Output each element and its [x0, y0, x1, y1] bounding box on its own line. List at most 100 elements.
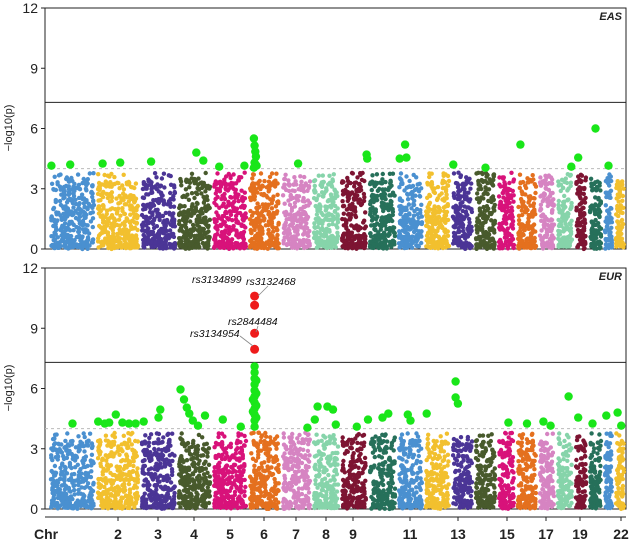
- point-chr3: [142, 203, 147, 208]
- point-chr6: [254, 209, 260, 214]
- point-chr8: [321, 194, 326, 199]
- point-chr16: [517, 221, 522, 227]
- point-chr13: [464, 240, 469, 245]
- point-chr15: [496, 194, 502, 199]
- point-chr9: [362, 239, 367, 244]
- point-chr1: [64, 505, 69, 510]
- point-chr5: [242, 170, 247, 175]
- point-chr11: [408, 221, 414, 226]
- point-chr13: [463, 210, 469, 215]
- point-chr9: [358, 201, 363, 206]
- point-chr14: [475, 219, 480, 225]
- point-chr3: [145, 183, 150, 189]
- point-chr11: [410, 240, 415, 245]
- point-chr2: [131, 211, 136, 216]
- point-chr3: [156, 447, 161, 452]
- point-chr1: [75, 211, 81, 216]
- point-chr1: [89, 189, 94, 195]
- point-chr17: [550, 244, 556, 250]
- point-chr10: [379, 223, 385, 228]
- point-chr2: [112, 494, 117, 499]
- point-chr1: [76, 206, 81, 211]
- point-chr2: [126, 459, 131, 464]
- point-chr15: [509, 205, 514, 210]
- point-chr10: [387, 227, 392, 232]
- point-chr3: [151, 221, 156, 227]
- point-chr3: [143, 206, 148, 211]
- point-chr7: [295, 243, 300, 248]
- point-chr1: [68, 233, 74, 239]
- point-chr14: [481, 204, 486, 210]
- point-chr7: [282, 235, 287, 240]
- point-chr4: [182, 232, 187, 237]
- point-chr9: [340, 188, 346, 194]
- point-chr11: [398, 221, 403, 226]
- point-chr10: [374, 221, 380, 226]
- point-chr7: [299, 212, 304, 217]
- point-chr11: [419, 221, 424, 227]
- point-chr20: [593, 241, 599, 247]
- point-chr13: [463, 232, 469, 238]
- point-chr11: [411, 229, 417, 235]
- point-chr17: [549, 181, 554, 186]
- point-chr15: [511, 177, 517, 182]
- point-chr6: [252, 227, 257, 233]
- point-chr8: [328, 192, 334, 197]
- point-chr2: [118, 200, 123, 205]
- point-chr3: [171, 221, 177, 226]
- eas-hit-chr4: [192, 148, 201, 157]
- point-chr9: [341, 203, 347, 209]
- point-chr3: [154, 175, 159, 180]
- point-chr11: [398, 171, 404, 176]
- point-chr1: [88, 219, 94, 224]
- point-chr20: [595, 186, 600, 191]
- point-chr6: [259, 192, 264, 197]
- point-chr5: [214, 223, 219, 229]
- point-chr19: [583, 178, 588, 183]
- point-chr2: [130, 185, 135, 190]
- point-chr10: [382, 191, 388, 197]
- point-chr2: [99, 215, 105, 220]
- point-chr13: [468, 186, 473, 191]
- point-chr1: [50, 470, 56, 475]
- point-chr4: [190, 222, 196, 228]
- point-chr5: [231, 205, 236, 210]
- point-chr7: [294, 225, 299, 231]
- point-chr13: [456, 170, 461, 175]
- point-chr7: [287, 228, 292, 233]
- point-chr17: [538, 194, 543, 199]
- point-chr11: [397, 185, 402, 190]
- point-chr6: [276, 222, 281, 227]
- point-chr8: [335, 236, 340, 242]
- point-chr10: [382, 215, 387, 220]
- point-chr21: [603, 178, 609, 184]
- point-chr6: [261, 205, 266, 211]
- point-chr2: [96, 198, 101, 203]
- point-chr12: [443, 204, 448, 209]
- point-chr1: [77, 447, 82, 453]
- point-chr9: [359, 177, 365, 183]
- point-chr6: [271, 229, 276, 234]
- point-chr2: [96, 439, 102, 444]
- point-chr16: [531, 222, 537, 227]
- point-chr10: [379, 195, 384, 201]
- point-chr1: [85, 235, 91, 240]
- point-chr4: [183, 187, 189, 192]
- eas-hit-chr19: [574, 153, 583, 162]
- point-chr17: [539, 228, 544, 233]
- point-chr16: [517, 172, 523, 177]
- point-chr7: [304, 216, 310, 222]
- point-chr9: [361, 198, 367, 204]
- point-chr9: [354, 187, 359, 193]
- point-chr1: [54, 227, 59, 233]
- point-chr10: [381, 188, 386, 193]
- point-chr1: [89, 445, 95, 451]
- point-chr4: [188, 231, 193, 236]
- point-chr3: [167, 458, 172, 464]
- point-chr2: [116, 236, 121, 241]
- point-chr1: [82, 243, 87, 249]
- point-chr3: [158, 456, 163, 461]
- point-chr1: [52, 441, 58, 446]
- point-chr12: [430, 207, 435, 212]
- point-chr6: [271, 210, 276, 216]
